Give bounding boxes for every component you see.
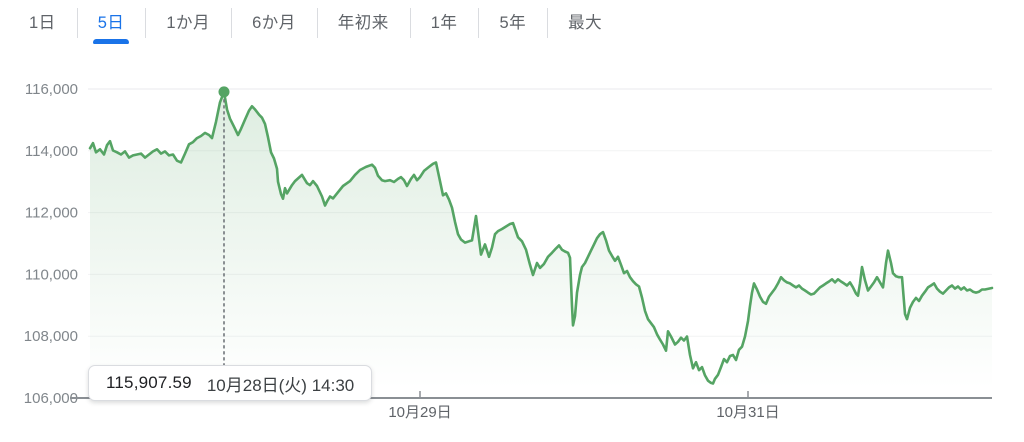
tab-6m[interactable]: 6か月 <box>231 0 317 46</box>
tab-max[interactable]: 最大 <box>547 0 623 46</box>
y-axis-label: 108,000 <box>24 328 78 345</box>
y-axis-label: 112,000 <box>25 205 78 222</box>
x-axis-label: 10月29日 <box>388 404 451 421</box>
marker-dot <box>218 86 230 98</box>
tooltip-date: 10月28日(火) 14:30 <box>206 375 355 395</box>
tab-1m[interactable]: 1か月 <box>145 0 231 46</box>
y-axis-label: 116,000 <box>25 81 78 98</box>
tab-5y[interactable]: 5年 <box>478 0 547 46</box>
range-tabbar: 1日 5日 1か月 6か月 年初来 1年 5年 最大 <box>0 0 1024 46</box>
tab-5d[interactable]: 5日 <box>76 0 146 46</box>
y-axis-label: 110,000 <box>25 266 78 283</box>
tab-ytd[interactable]: 年初来 <box>316 0 410 46</box>
chart-tooltip: 115,907.59 10月28日(火) 14:30 <box>88 365 373 401</box>
price-line <box>88 90 994 385</box>
tab-1d[interactable]: 1日 <box>8 0 77 46</box>
y-axis-label: 106,000 <box>24 390 78 407</box>
area-fill <box>90 91 992 399</box>
y-axis-label: 114,000 <box>25 143 78 160</box>
tab-1y[interactable]: 1年 <box>409 0 479 46</box>
tooltip-price: 115,907.59 <box>106 373 192 392</box>
x-axis-label: 10月31日 <box>716 404 779 421</box>
